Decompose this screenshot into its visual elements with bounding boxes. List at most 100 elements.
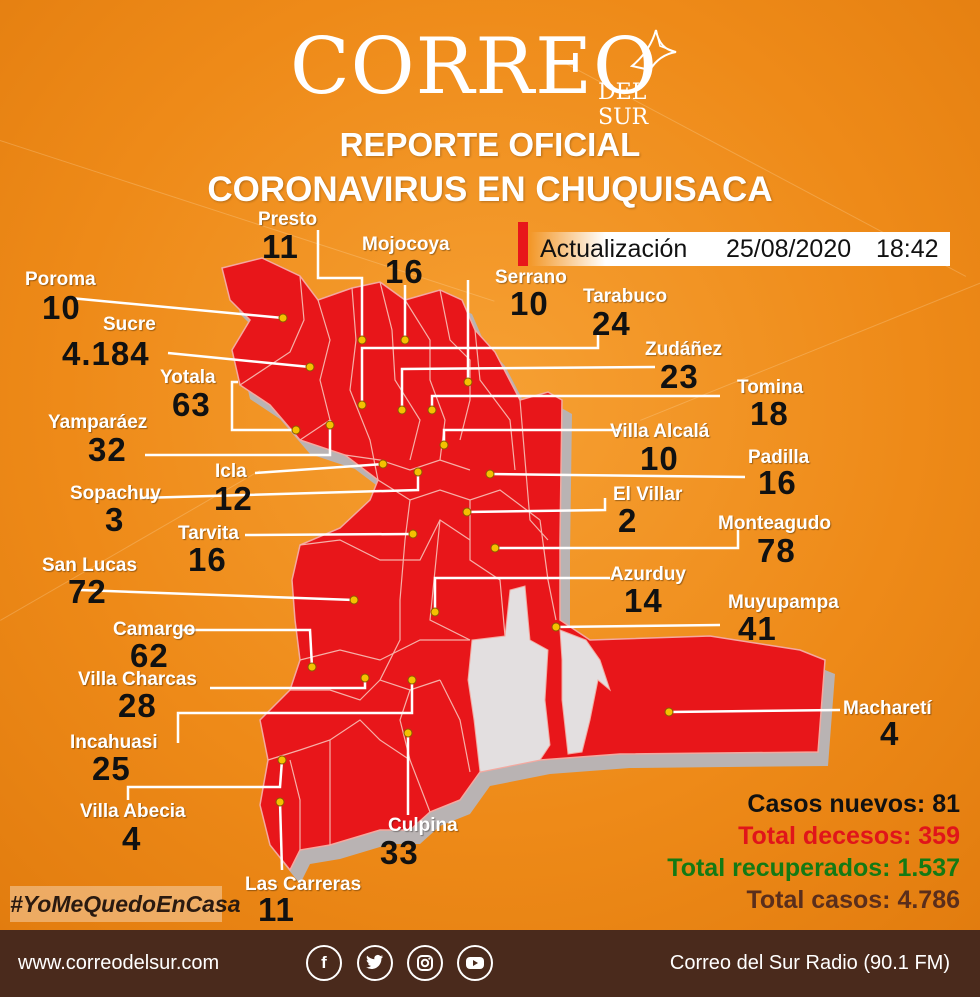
total-cases-value: 4.786	[897, 886, 960, 914]
new-cases-label: Casos nuevos:	[747, 790, 926, 818]
municipality-name: Zudáñez	[645, 339, 723, 360]
municipality-value: 4.184	[62, 335, 150, 372]
recovered-line: Total recuperados: 1.537	[620, 852, 960, 884]
new-cases-value: 81	[932, 790, 960, 818]
municipality-name: Macharetí	[843, 698, 932, 719]
municipality-value: 4	[122, 820, 142, 857]
municipality-value: 63	[172, 386, 211, 423]
municipality-name: Muyupampa	[728, 592, 839, 613]
logo-wordmark: CORREO	[290, 22, 658, 112]
municipality-name: Tomina	[737, 377, 804, 398]
municipality-name: Presto	[258, 209, 318, 230]
website-link[interactable]: www.correodelsur.com	[18, 952, 220, 974]
municipality-name: Mojocoya	[362, 234, 450, 255]
municipality-value: 32	[88, 431, 127, 468]
municipality-name: Monteagudo	[718, 513, 831, 534]
marker-villa-abecia	[277, 755, 287, 765]
municipality-name: Azurduy	[610, 564, 686, 585]
marker-icla	[378, 459, 388, 469]
excluded-area	[467, 585, 551, 773]
municipality-name: Poroma	[25, 269, 96, 290]
marker-muyupampa	[551, 622, 561, 632]
marker-serrano	[463, 377, 473, 387]
municipal-borders	[239, 275, 557, 850]
municipality-value: 62	[130, 637, 169, 674]
municipality-value: 10	[42, 289, 81, 326]
deaths-value: 359	[918, 822, 960, 850]
marker-sopachuy	[413, 467, 423, 477]
marker-monteagudo	[490, 543, 500, 553]
hashtag: #YoMeQuedoEnCasa	[10, 886, 240, 922]
municipality-value: 41	[738, 610, 777, 647]
municipality-value: 16	[385, 253, 424, 290]
marker-camargo	[307, 662, 317, 672]
marker-azurduy	[430, 607, 440, 617]
marker-tomina	[427, 405, 437, 415]
twitter-icon[interactable]	[357, 945, 393, 981]
facebook-icon[interactable]: f	[306, 945, 342, 981]
recovered-value: 1.537	[897, 854, 960, 882]
municipality-name: Tarvita	[178, 523, 239, 544]
municipality-markers	[275, 313, 674, 807]
municipality-name: San Lucas	[42, 555, 138, 576]
municipality-value: 14	[624, 582, 663, 619]
totals-panel: Casos nuevos: 81 Total decesos: 359 Tota…	[620, 788, 960, 916]
municipality-value: 18	[750, 395, 789, 432]
excluded-area	[559, 629, 612, 755]
municipality-name: Padilla	[748, 447, 810, 468]
bird-logo-icon	[630, 29, 677, 72]
municipality-value: 23	[660, 358, 699, 395]
marker-villa-charcas	[360, 673, 370, 683]
municipality-value: 33	[380, 834, 419, 871]
municipality-value: 12	[214, 480, 253, 517]
chuquisaca-map	[69, 230, 841, 884]
deaths-line: Total decesos: 359	[620, 820, 960, 852]
municipality-value: 3	[105, 501, 125, 538]
municipality-name: Culpina	[388, 815, 458, 836]
municipality-name: El Villar	[613, 484, 683, 505]
municipality-value: 16	[188, 541, 227, 578]
marker-padilla	[485, 469, 495, 479]
update-date: 25/08/2020	[726, 235, 852, 263]
municipality-value: 11	[262, 228, 299, 265]
report-title: REPORTE OFICIAL	[339, 126, 641, 163]
municipality-value: 11	[258, 891, 295, 928]
update-label: Actualización	[540, 235, 688, 263]
update-time: 18:42	[876, 235, 939, 263]
municipality-value: 4	[880, 715, 900, 752]
municipality-value: 78	[757, 532, 796, 569]
municipality-name: Yamparáez	[48, 412, 148, 433]
correo-del-sur-logo: CORREO DEL SUR	[290, 22, 690, 130]
marker-villa-alcala	[439, 440, 449, 450]
marker-yamparaez	[325, 420, 335, 430]
municipality-value: 2	[618, 502, 638, 539]
marker-tarabuco	[357, 400, 367, 410]
municipality-name: Sopachuy	[70, 483, 161, 504]
new-cases-line: Casos nuevos: 81	[620, 788, 960, 820]
municipality-name: Tarabuco	[583, 286, 668, 307]
municipality-name: Icla	[215, 461, 247, 482]
leader-lines	[69, 230, 841, 871]
report-subtitle: CORONAVIRUS EN CHUQUISACA	[207, 170, 773, 209]
instagram-icon[interactable]	[407, 945, 443, 981]
youtube-icon[interactable]	[457, 945, 493, 981]
radio-info: Correo del Sur Radio (90.1 FM)	[669, 952, 950, 974]
municipality-value: 28	[118, 687, 157, 724]
marker-presto	[357, 335, 367, 345]
municipality-name: Villa Abecia	[80, 801, 186, 822]
municipality-name: Sucre	[103, 314, 156, 335]
municipality-name: Camargo	[113, 619, 196, 640]
deaths-label: Total decesos:	[738, 822, 912, 850]
footer-bar: www.correodelsur.com f Correo del Sur Ra…	[0, 930, 980, 997]
logo-subtitle: DEL SUR	[598, 80, 649, 130]
municipality-value: 10	[510, 285, 549, 322]
update-accent-bar	[518, 222, 528, 266]
municipality-name: Serrano	[495, 267, 567, 288]
municipality-value: 72	[68, 573, 107, 610]
municipality-name: Yotala	[160, 367, 216, 388]
municipality-value: 25	[92, 750, 131, 787]
municipality-value: 10	[640, 440, 679, 477]
municipality-value: 16	[758, 464, 797, 501]
marker-culpina	[403, 728, 413, 738]
